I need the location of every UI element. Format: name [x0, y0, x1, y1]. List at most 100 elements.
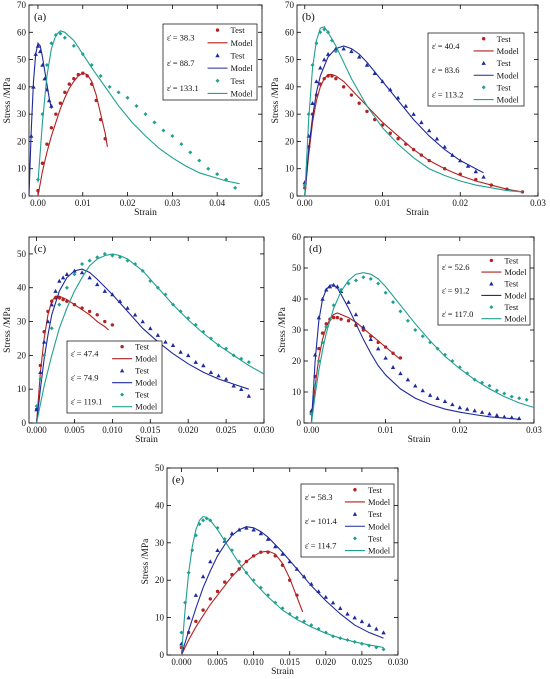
chart-c-test-point-2	[170, 343, 176, 347]
chart-e-test-point-2	[316, 589, 321, 594]
chart-d-legend-model-label: Model	[504, 267, 527, 277]
chart-b-test-point-2	[322, 57, 327, 62]
chart-d-test-point-3	[331, 303, 336, 308]
chart-a-x-tick-label: 0.04	[209, 198, 225, 208]
chart-b-test-point-1	[357, 101, 361, 105]
chart-b-test-point-1	[388, 131, 392, 135]
chart-c-test-point-2	[53, 288, 58, 293]
chart-c-test-point-2	[231, 383, 236, 388]
chart-b-series-1	[303, 74, 525, 197]
chart-a-y-tick-label: 30	[17, 109, 27, 119]
chart-e-x-axis-label: Strain	[271, 667, 294, 677]
chart-e-y-tick-label: 0	[160, 650, 165, 660]
chart-b-legend-test-label: Test	[497, 34, 512, 44]
chart-d-y-tick-label: 10	[292, 387, 302, 397]
chart-e-test-point-3	[237, 559, 242, 564]
chart-b-test-point-3	[306, 112, 311, 117]
chart-a-test-point-3	[116, 90, 121, 95]
chart-c-test-point-2	[117, 299, 123, 304]
chart-b-y-tick-label: 10	[285, 164, 295, 174]
chart-c-x-tick-label: 0.010	[102, 425, 123, 435]
chart-c-test-point-3	[201, 329, 206, 334]
chart-c-test-point-2	[41, 339, 47, 344]
chart-c-legend-rate-label: ε̇ = 74.9	[71, 373, 99, 383]
chart-d-test-point-2	[316, 315, 322, 320]
chart-a-legend-test-label: Test	[231, 76, 246, 86]
chart-d-test-point-3	[346, 281, 351, 286]
chart-b-x-tick-label: 0.03	[530, 198, 546, 208]
chart-b-test-point-2	[372, 71, 377, 75]
chart-e-test-point-1	[273, 554, 277, 558]
chart-d-test-point-1	[369, 334, 373, 338]
chart-d-test-point-3	[509, 394, 514, 399]
chart-e-test-point-2	[258, 531, 264, 536]
chart-e-test-point-1	[259, 550, 263, 554]
chart-b-test-point-1	[318, 82, 323, 86]
chart-a-test-point-3	[62, 35, 67, 40]
chart-b-test-point-2	[388, 87, 393, 92]
chart-d-test-point-2	[442, 399, 448, 404]
chart-d-y-tick-label: 40	[292, 294, 302, 304]
chart-c-test-point-1	[46, 309, 50, 314]
chart-a-legend: ε̇ = 38.3 Test Model ε̇ = 88.7 Test Model ε̇ =…	[162, 23, 258, 101]
chart-d-test-point-3	[361, 275, 366, 280]
chart-e-test-point-3	[338, 636, 343, 641]
chart-a-x-tick-label: 0.05	[254, 198, 270, 208]
chart-d-test-point-3	[457, 365, 462, 370]
chart-d-test-point-3	[472, 377, 477, 382]
chart-a-x-axis-label: Strain	[134, 208, 157, 218]
chart-d-test-point-1	[339, 317, 343, 321]
chart-d-series-3	[309, 272, 535, 424]
chart-c-test-point-3	[72, 272, 77, 277]
chart-e-test-point-3	[190, 548, 195, 553]
chart-e-test-point-3	[179, 630, 184, 635]
chart-e-y-tick-label: 10	[155, 613, 165, 623]
chart-e-test-point-2	[359, 619, 365, 624]
chart-b-legend-box	[427, 32, 525, 107]
chart-e-test-point-2	[287, 559, 292, 564]
chart-b-test-point-2	[325, 51, 331, 56]
chart-e-test-point-1	[230, 572, 234, 577]
chart-e-test-point-1	[208, 597, 213, 601]
chart-e-test-point-3	[215, 525, 220, 530]
chart-d-test-point-2	[324, 287, 329, 292]
chart-e-test-point-1	[194, 619, 198, 624]
chart-d-test-point-1	[331, 315, 336, 320]
chart-d-legend-test-marker	[489, 281, 494, 286]
chart-b-test-point-2	[426, 128, 432, 133]
chart-b-test-point-1	[458, 172, 462, 176]
chart-d-test-point-1	[391, 351, 395, 355]
chart-d-test-point-3	[339, 287, 344, 292]
chart-d-test-point-2	[487, 411, 492, 416]
chart-e-test-point-3	[287, 611, 292, 616]
chart-c-y-tick-label: 40	[17, 283, 27, 293]
chart-e-x-tick-label: 0.010	[244, 657, 265, 667]
chart-a-test-point-1	[45, 142, 49, 146]
chart-c-series-3	[34, 251, 265, 424]
chart-a-test-point-3	[224, 177, 229, 182]
chart-c-test-point-3	[178, 309, 183, 314]
chart-c-test-point-2	[239, 386, 244, 391]
chart-e-test-point-3	[374, 645, 379, 650]
chart-a-series-2	[28, 41, 54, 197]
chart-e-test-point-2	[330, 600, 336, 605]
chart-b-legend-model-label: Model	[497, 46, 520, 56]
chart-d-legend-box	[437, 254, 531, 326]
chart-a-test-point-3	[143, 112, 148, 117]
chart-a-test-point-3	[80, 52, 85, 57]
chart-a-model-line-2	[28, 41, 52, 197]
chart-d-test-point-2	[312, 352, 318, 357]
chart-d-test-point-2	[494, 413, 500, 418]
chart-a-x-tick-label: 0.03	[165, 198, 181, 208]
chart-c-test-point-3	[231, 353, 236, 358]
chart-a-y-tick-label: 40	[17, 82, 27, 92]
chart-d-test-point-2	[516, 416, 522, 421]
chart-b-legend-rate-label: ε̇ = 40.4	[432, 41, 460, 51]
chart-e-test-point-2	[186, 615, 191, 620]
chart-c-test-point-3	[110, 253, 115, 258]
chart-d-y-tick-label: 20	[292, 356, 302, 366]
chart-e-test-point-3	[309, 623, 314, 628]
chart-b-test-point-1	[489, 183, 494, 187]
chart-e-test-point-1	[237, 567, 241, 571]
